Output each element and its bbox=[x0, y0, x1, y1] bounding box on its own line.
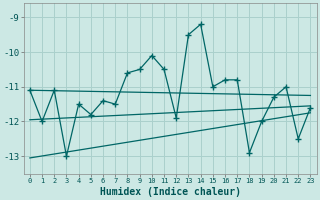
X-axis label: Humidex (Indice chaleur): Humidex (Indice chaleur) bbox=[100, 186, 241, 197]
